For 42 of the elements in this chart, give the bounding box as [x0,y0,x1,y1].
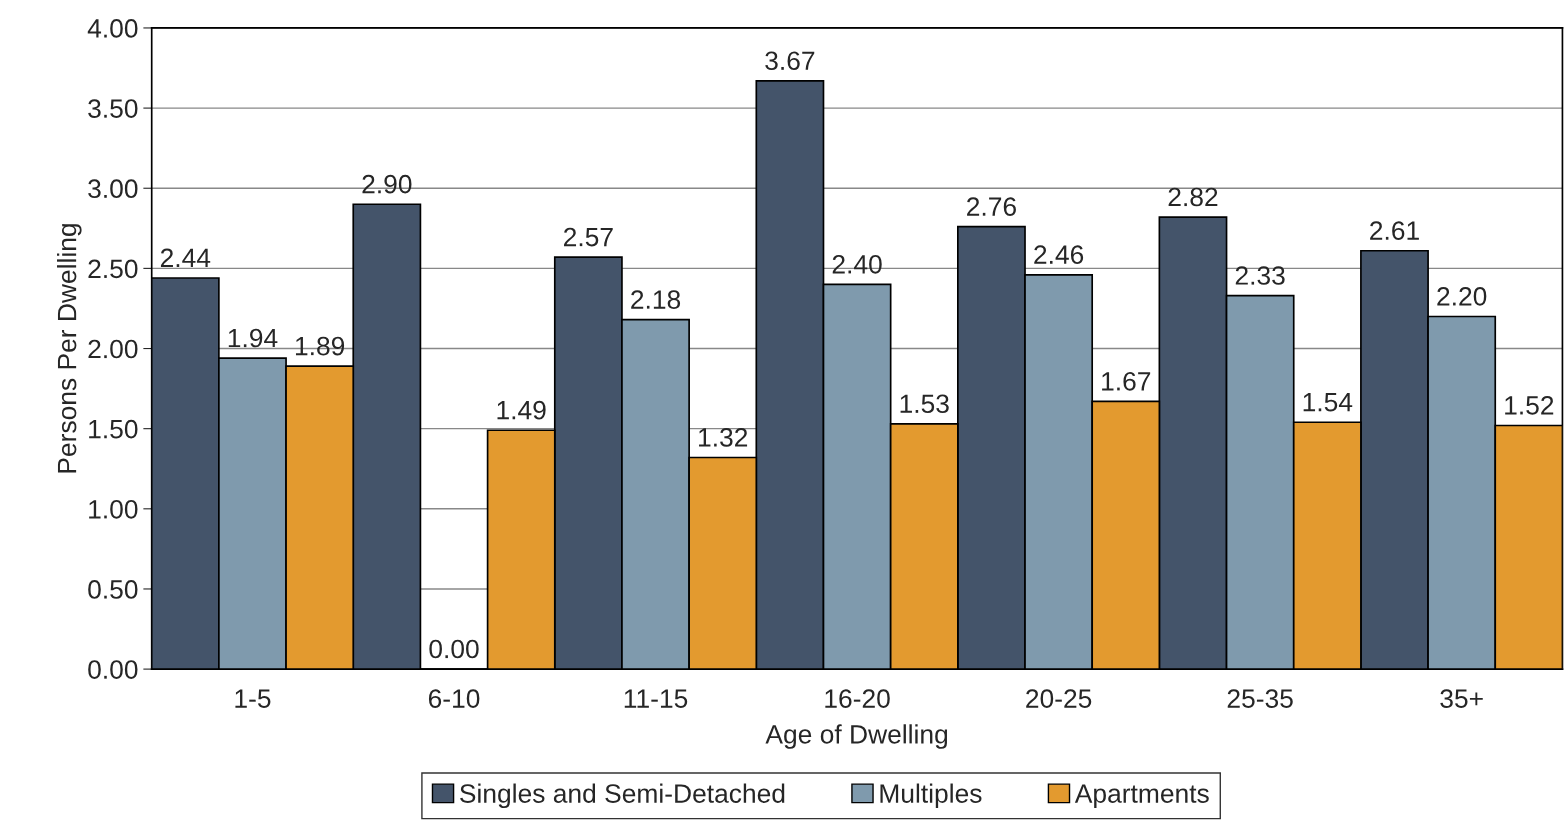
data-label: 1.53 [900,394,949,414]
data-label: 2.40 [832,254,882,274]
y-tick-label: 3.00 [88,179,138,199]
data-label: 2.33 [1235,266,1285,285]
x-tick-label: 16-20 [825,689,890,708]
y-tick-label: 0.00 [88,660,138,679]
data-label: 1.67 [1102,371,1151,391]
data-label: 0.00 [429,639,479,659]
data-label: 1.89 [295,336,345,356]
legend-label: Multiples [880,783,982,809]
x-tick-label: 25-35 [1227,689,1293,708]
legend-label: Apartments [1074,784,1209,809]
data-label: 1.49 [497,400,546,420]
data-label: 2.61 [1370,221,1419,240]
data-label: 2.18 [631,290,681,309]
data-label: 3.67 [765,51,815,71]
y-tick-label: 0.50 [88,580,138,599]
data-label: 2.76 [967,197,1016,216]
data-label: 2.46 [1034,245,1084,265]
legend-label: Singles and Semi-Detached [460,783,785,809]
data-label: 1.94 [228,328,278,348]
data-label: 2.57 [564,227,613,247]
y-tick-label: 1.00 [89,499,138,519]
x-tick-label: 35+ [1440,689,1483,708]
data-label: 2.44 [160,248,211,267]
data-label: 1.52 [1505,396,1554,415]
data-label: 1.32 [699,428,748,447]
y-tick-label: 3.50 [88,99,138,118]
data-label: 2.82 [1168,187,1218,207]
data-label: 2.90 [362,174,412,194]
x-axis-title: Age of Dwelling [765,724,948,749]
y-tick-label: 1.50 [89,419,138,439]
y-tick-label: 4.00 [87,19,138,38]
data-label: 2.20 [1437,287,1487,306]
y-tick-label: 2.50 [88,259,138,279]
x-tick-label: 11-15 [624,689,688,708]
x-tick-label: 6-10 [428,689,480,708]
x-tick-label: 20-25 [1026,689,1092,708]
x-tick-label: 1-5 [235,689,271,708]
data-label: 1.54 [1303,393,1353,412]
y-tick-label: 2.00 [88,339,138,359]
y-axis-title: Persons Per Dwelling [57,224,82,473]
